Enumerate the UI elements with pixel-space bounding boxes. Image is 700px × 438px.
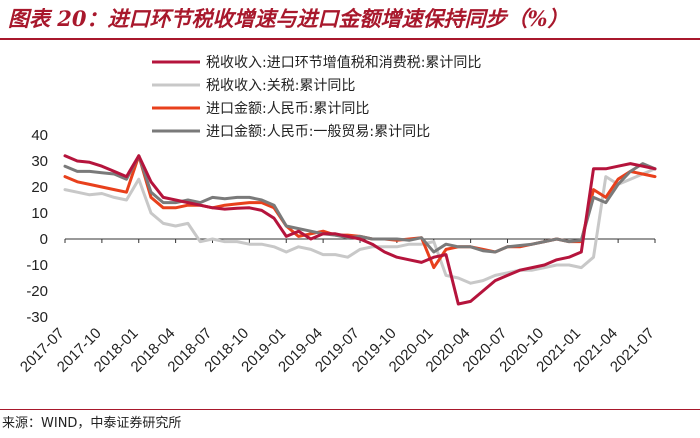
chart-legend: 税收收入:进口环节增值税和消费税:累计同比税收收入:关税:累计同比进口金额:人民…	[152, 55, 481, 140]
y-tick-label: -20	[26, 283, 48, 300]
series-line	[63, 167, 657, 285]
legend-label: 税收收入:进口环节增值税和消费税:累计同比	[206, 55, 481, 71]
chart-title: 图表 20：进口环节税收增速与进口金额增速保持同步（%）	[8, 6, 569, 31]
y-tick-label: 10	[31, 205, 48, 222]
y-tick-label: 0	[40, 231, 48, 248]
legend-label: 税收收入:关税:累计同比	[206, 78, 355, 94]
y-tick-label: -30	[26, 309, 48, 326]
line-chart: 税收收入:进口环节增值税和消费税:累计同比税收收入:关税:累计同比进口金额:人民…	[17, 55, 658, 376]
source-divider	[0, 409, 700, 410]
y-axis: -30 -20 -10 0 10 20 30 40	[26, 127, 48, 326]
source-note: 来源：WIND，中泰证券研究所	[2, 416, 182, 431]
series-lines	[63, 154, 657, 306]
y-tick-label: -10	[26, 257, 48, 274]
y-tick-label: 20	[31, 179, 48, 196]
legend-label: 进口金额:人民币:一般贸易:累计同比	[206, 124, 430, 140]
y-tick-label: 40	[31, 127, 48, 144]
series-line	[63, 154, 657, 254]
title-divider	[0, 38, 700, 40]
series-line	[63, 154, 657, 306]
legend-label: 进口金额:人民币:累计同比	[206, 101, 369, 117]
y-tick-label: 30	[31, 153, 48, 170]
